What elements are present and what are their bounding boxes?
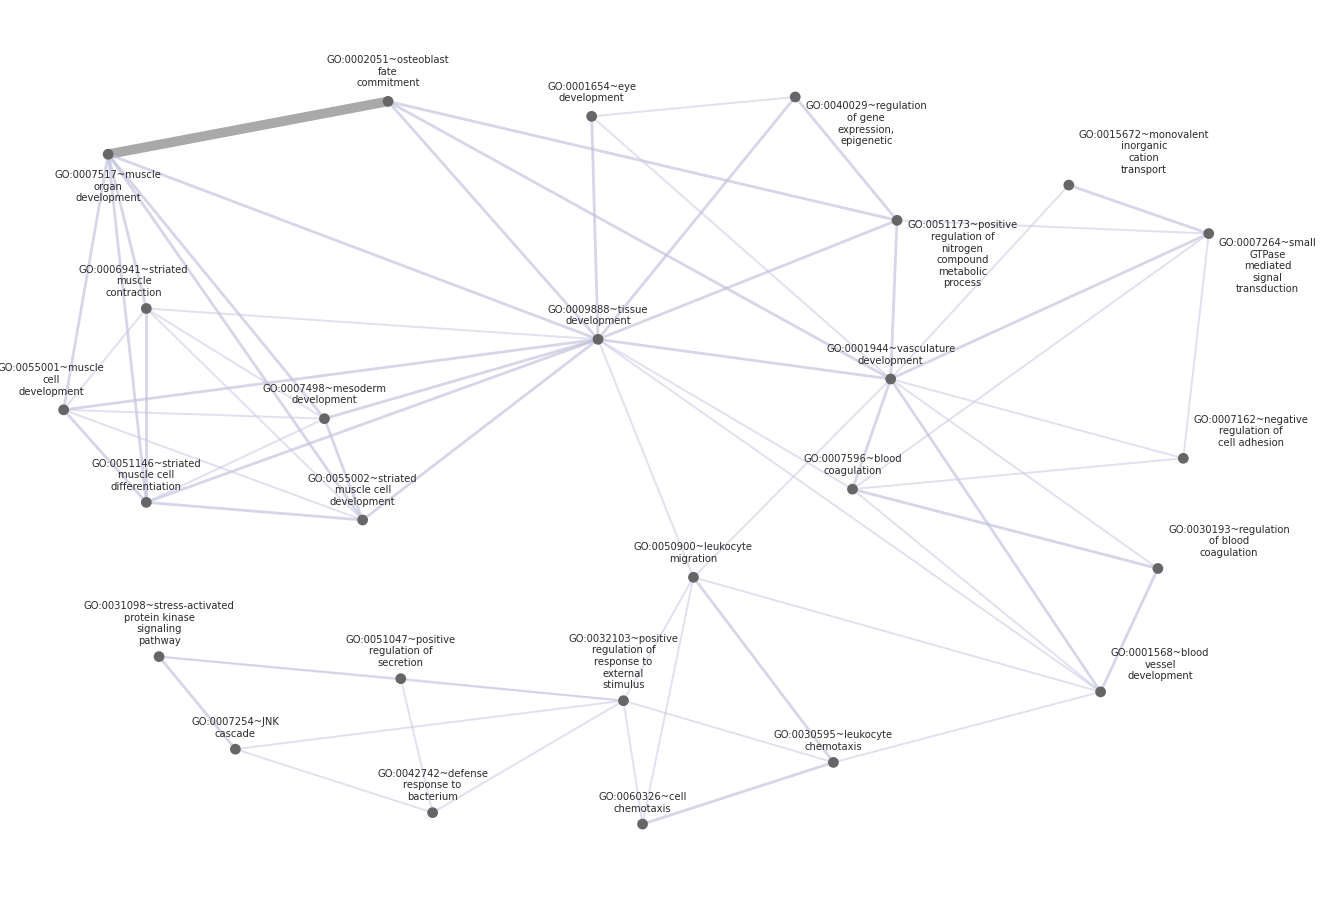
Point (351, 512, 373, 527)
Point (390, 672, 411, 686)
Text: GO:0006941~striated
muscle
contraction: GO:0006941~striated muscle contraction (79, 264, 188, 298)
Text: GO:0040029~regulation
of gene
expression,
epigenetic: GO:0040029~regulation of gene expression… (806, 102, 927, 147)
Text: GO:0030193~regulation
of blood
coagulation: GO:0030193~regulation of blood coagulati… (1168, 525, 1289, 558)
Point (1148, 561, 1169, 575)
Point (823, 755, 844, 770)
Point (314, 412, 335, 426)
Text: GO:0030595~leukocyte
chemotaxis: GO:0030595~leukocyte chemotaxis (774, 730, 892, 752)
Point (1090, 685, 1112, 699)
Text: GO:0007254~JNK
cascade: GO:0007254~JNK cascade (191, 717, 279, 739)
Point (98, 147, 119, 162)
Text: GO:0009888~tissue
development: GO:0009888~tissue development (548, 305, 648, 326)
Point (784, 90, 806, 104)
Point (683, 570, 704, 584)
Text: GO:0007596~blood
coagulation: GO:0007596~blood coagulation (803, 454, 902, 476)
Point (422, 806, 444, 820)
Point (53, 403, 75, 417)
Text: GO:0032103~positive
regulation of
response to
external
stimulus: GO:0032103~positive regulation of respon… (568, 634, 679, 690)
Point (880, 372, 902, 387)
Text: GO:0051047~positive
regulation of
secretion: GO:0051047~positive regulation of secret… (346, 635, 456, 668)
Text: GO:0050900~leukocyte
migration: GO:0050900~leukocyte migration (635, 542, 754, 564)
Text: GO:0051146~striated
muscle cell
differentiation: GO:0051146~striated muscle cell differen… (91, 458, 202, 492)
Text: GO:0001654~eye
development: GO:0001654~eye development (548, 82, 636, 103)
Text: GO:0051173~positive
regulation of
nitrogen
compound
metabolic
process: GO:0051173~positive regulation of nitrog… (907, 220, 1018, 289)
Text: GO:0007162~negative
regulation of
cell adhesion: GO:0007162~negative regulation of cell a… (1193, 414, 1308, 448)
Text: GO:0001944~vasculature
development: GO:0001944~vasculature development (826, 344, 955, 366)
Point (613, 693, 635, 708)
Text: GO:0015672~monovalent
inorganic
cation
transport: GO:0015672~monovalent inorganic cation t… (1079, 129, 1209, 174)
Point (136, 495, 158, 510)
Text: GO:0060326~cell
chemotaxis: GO:0060326~cell chemotaxis (599, 792, 687, 814)
Point (886, 213, 907, 227)
Point (588, 332, 609, 346)
Text: GO:0001568~blood
vessel
development: GO:0001568~blood vessel development (1110, 648, 1209, 681)
Point (136, 301, 158, 316)
Point (842, 482, 863, 496)
Text: GO:0031098~stress-activated
protein kinase
signaling
pathway: GO:0031098~stress-activated protein kina… (84, 601, 235, 646)
Point (1198, 227, 1220, 241)
Text: GO:0055001~muscle
cell
development: GO:0055001~muscle cell development (0, 363, 104, 396)
Text: GO:0055002~striated
muscle cell
development: GO:0055002~striated muscle cell developm… (307, 474, 417, 507)
Point (1058, 178, 1079, 192)
Point (632, 817, 653, 832)
Text: GO:0042742~defense
response to
bacterium: GO:0042742~defense response to bacterium (377, 769, 488, 802)
Point (581, 109, 603, 123)
Point (377, 94, 398, 109)
Point (148, 649, 170, 663)
Text: GO:0007498~mesoderm
development: GO:0007498~mesoderm development (262, 384, 386, 405)
Text: GO:0007517~muscle
organ
development: GO:0007517~muscle organ development (55, 170, 162, 203)
Point (1173, 451, 1194, 466)
Text: GO:0007264~small
GTPase
mediated
signal
transduction: GO:0007264~small GTPase mediated signal … (1218, 238, 1317, 294)
Point (224, 742, 246, 756)
Text: GO:0002051~osteoblast
fate
commitment: GO:0002051~osteoblast fate commitment (327, 55, 449, 88)
